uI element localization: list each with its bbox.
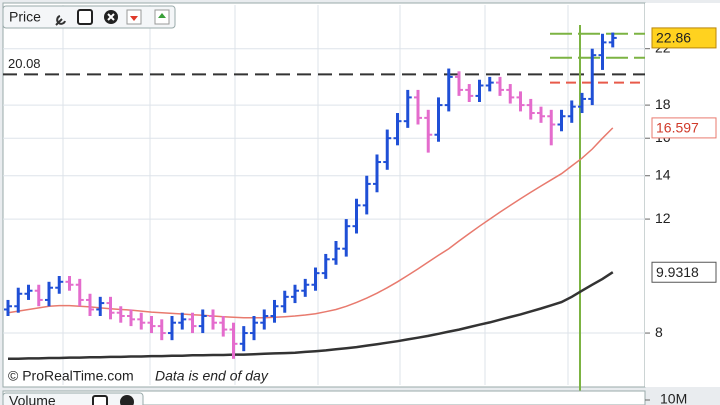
grid — [3, 5, 650, 385]
y-tick-label: 12 — [655, 210, 671, 226]
arrow-up — [158, 13, 166, 18]
y-tick-label: 14 — [655, 166, 671, 182]
value-label: 16.597 — [656, 120, 699, 136]
y-tick-label: 18 — [655, 96, 671, 112]
volume-title: Volume — [9, 393, 56, 405]
arrow-down — [130, 16, 138, 21]
reference-label: 20.08 — [8, 56, 41, 71]
maximize-icon[interactable] — [92, 395, 108, 405]
value-label: 22.86 — [656, 30, 691, 46]
volume-pane: Volume — [2, 390, 646, 405]
value-label: 9.9318 — [656, 264, 699, 280]
plot-area — [2, 2, 646, 388]
close-icon[interactable] — [120, 395, 134, 405]
copyright: © ProRealTime.com — [8, 368, 134, 384]
maximize-icon[interactable] — [77, 9, 93, 25]
settings-icon[interactable] — [55, 15, 66, 26]
y-tick-label: 8 — [655, 324, 663, 340]
price-axis — [645, 3, 720, 387]
data-note: Data is end of day — [155, 368, 269, 384]
value-label-box — [651, 261, 717, 283]
marks — [3, 25, 645, 405]
moving-average — [7, 127, 614, 319]
close-cross — [107, 13, 115, 21]
volume-tick-label: 10M — [660, 391, 687, 405]
value-label-box — [651, 27, 717, 49]
pane-title: Price — [9, 9, 41, 25]
moving-average — [8, 271, 614, 361]
price-header: Price — [2, 5, 176, 29]
value-label-box — [651, 117, 717, 139]
